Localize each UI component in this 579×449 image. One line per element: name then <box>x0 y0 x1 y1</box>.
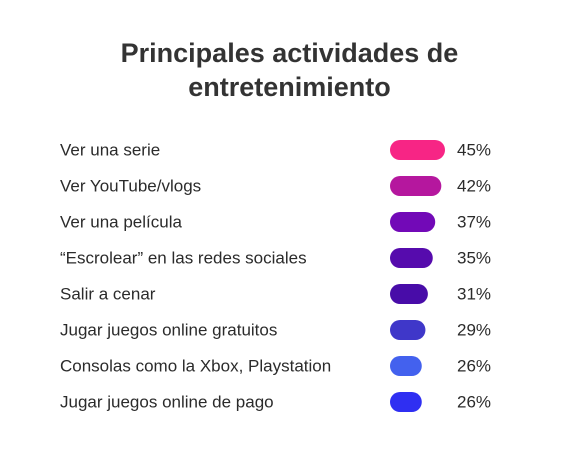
bar <box>390 284 428 304</box>
bar <box>390 392 422 412</box>
category-label: Jugar juegos online de pago <box>60 393 274 412</box>
value-label: 45% <box>457 141 491 160</box>
bar <box>390 140 445 160</box>
chart-title: Principales actividades de entretenimien… <box>0 36 579 104</box>
value-label: 26% <box>457 393 491 412</box>
chart-title-line-1: Principales actividades de <box>120 38 459 68</box>
bar <box>390 248 433 268</box>
category-label: Ver una película <box>60 213 182 232</box>
category-label: Salir a cenar <box>60 285 156 304</box>
value-label: 26% <box>457 357 491 376</box>
bar-row: Ver una serie 45% <box>60 140 491 160</box>
bar <box>390 320 426 340</box>
bar-row: Jugar juegos online de pago 26% <box>60 392 491 412</box>
value-label: 42% <box>457 177 491 196</box>
bar <box>390 212 436 232</box>
category-label: Consolas como la Xbox, Playstation <box>60 357 331 376</box>
category-label: Ver YouTube/vlogs <box>60 177 201 196</box>
bar-row: Ver YouTube/vlogs 42% <box>60 176 491 196</box>
category-label: “Escrolear” en las redes sociales <box>60 249 307 268</box>
value-label: 29% <box>457 321 491 340</box>
bar-row: “Escrolear” en las redes sociales 35% <box>60 248 491 268</box>
bar-row: Ver una película 37% <box>60 212 491 232</box>
value-label: 35% <box>457 249 491 268</box>
bar <box>390 176 442 196</box>
category-label: Jugar juegos online gratuitos <box>60 321 277 340</box>
value-label: 37% <box>457 213 491 232</box>
bar <box>390 356 422 376</box>
bar-row: Consolas como la Xbox, Playstation 26% <box>60 356 491 376</box>
category-label: Ver una serie <box>60 141 160 160</box>
bar-row: Jugar juegos online gratuitos 29% <box>60 320 491 340</box>
bar-row: Salir a cenar 31% <box>60 284 491 304</box>
value-label: 31% <box>457 285 491 304</box>
chart-title-line-2: entretenimiento <box>188 72 391 102</box>
